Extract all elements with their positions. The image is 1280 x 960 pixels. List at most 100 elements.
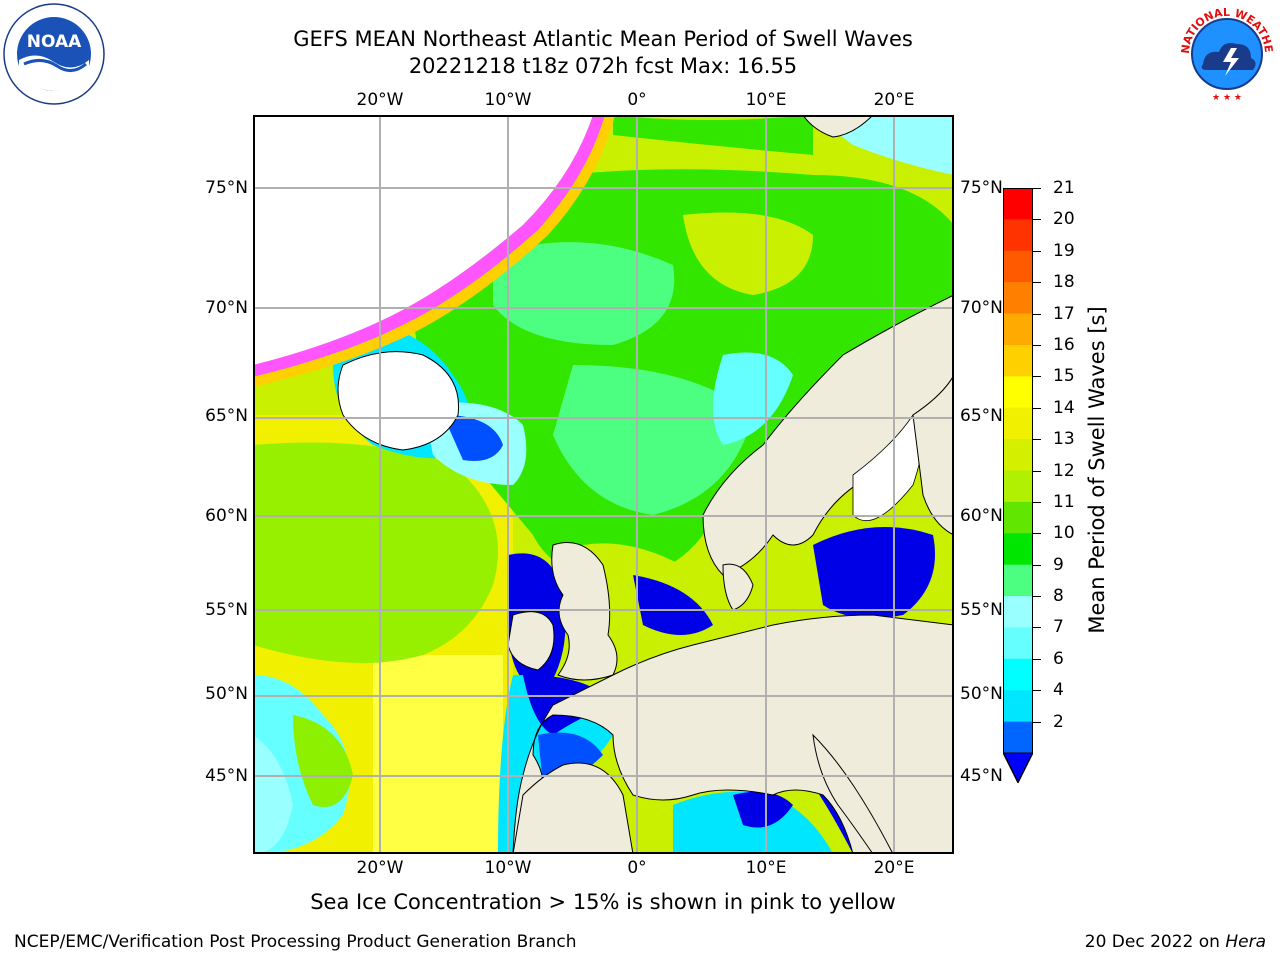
colorbar-tick-label: 19 — [1053, 240, 1075, 261]
lat-label-right: 60°N — [960, 506, 1003, 526]
colorbar-tick-label: 16 — [1053, 334, 1075, 355]
colorbar-segment — [1003, 439, 1033, 471]
colorbar — [1003, 188, 1033, 783]
lat-label-right: 45°N — [960, 766, 1003, 786]
colorbar-segment — [1003, 658, 1033, 691]
lon-label-bottom: 10°E — [745, 858, 787, 878]
ocean-bright-yellow — [373, 655, 503, 854]
colorbar-frame — [1003, 188, 1033, 783]
colorbar-segment — [1003, 313, 1033, 346]
lat-label-left: 65°N — [205, 406, 248, 426]
colorbar-segment — [1003, 344, 1033, 377]
colorbar-tick-mark — [1033, 533, 1041, 535]
footer-date-text: 20 Dec 2022 on — [1084, 932, 1226, 952]
lon-label-bottom: 20°W — [356, 858, 404, 878]
lat-label-right: 70°N — [960, 298, 1003, 318]
colorbar-tick-label: 7 — [1053, 617, 1064, 638]
colorbar-tick-mark — [1033, 596, 1041, 598]
colorbar-tick-mark — [1033, 439, 1041, 441]
ocean-green-sw — [293, 715, 353, 807]
lat-label-right: 50°N — [960, 684, 1003, 704]
lon-label-top: 10°E — [745, 90, 787, 110]
colorbar-tick-mark — [1033, 690, 1041, 692]
colorbar-tick-mark — [1033, 219, 1041, 221]
ocean-blue-iceland — [443, 415, 503, 461]
footer-credit: NCEP/EMC/Verification Post Processing Pr… — [14, 932, 577, 952]
lon-label-top: 10°W — [484, 90, 532, 110]
colorbar-segment — [1003, 627, 1033, 660]
colorbar-tick-label: 9 — [1053, 554, 1064, 575]
lon-label-top: 0° — [627, 90, 647, 110]
lat-label-left: 70°N — [205, 298, 248, 318]
ocean-lightgreen-central — [253, 442, 498, 663]
colorbar-segment — [1003, 721, 1033, 754]
colorbar-segment — [1003, 690, 1033, 723]
colorbar-segment — [1003, 407, 1033, 440]
sea-ice-note: Sea Ice Concentration > 15% is shown in … — [310, 890, 896, 914]
lat-label-right: 55°N — [960, 600, 1003, 620]
colorbar-tick-label: 10 — [1053, 523, 1075, 544]
colorbar-label: Mean Period of Swell Waves [s] — [1085, 306, 1109, 634]
colorbar-segment — [1003, 564, 1033, 597]
colorbar-segment — [1003, 282, 1033, 315]
colorbar-segment — [1003, 188, 1033, 220]
ocean-yellowgreen-barents — [683, 212, 813, 295]
colorbar-tick-mark — [1033, 470, 1041, 472]
colorbar-tick-mark — [1033, 627, 1041, 629]
colorbar-tick-mark — [1033, 564, 1041, 566]
lat-label-right: 65°N — [960, 406, 1003, 426]
lon-label-bottom: 0° — [627, 858, 647, 878]
nws-logo: NATIONAL WEATHER SERVICE ★ ★ ★ — [1175, 2, 1277, 104]
colorbar-tick-label: 15 — [1053, 366, 1075, 387]
graticule — [253, 115, 954, 854]
colorbar-segment — [1003, 250, 1033, 283]
colorbar-tick-label: 14 — [1053, 397, 1075, 418]
lon-label-bottom: 10°W — [484, 858, 532, 878]
colorbar-extend-arrow — [1003, 752, 1033, 783]
colorbar-tick-label: 13 — [1053, 429, 1075, 450]
colorbar-tick-label: 8 — [1053, 586, 1064, 607]
colorbar-tick-label: 12 — [1053, 460, 1075, 481]
lon-label-top: 20°W — [356, 90, 404, 110]
footer-machine: Hera — [1225, 932, 1266, 952]
ocean-cyan-norway — [713, 352, 793, 445]
lat-label-left: 75°N — [205, 178, 248, 198]
colorbar-tick-mark — [1033, 282, 1041, 284]
map-frame — [253, 115, 954, 854]
colorbar-segment — [1003, 533, 1033, 566]
footer-date: 20 Dec 2022 on Hera — [1085, 932, 1266, 952]
noaa-logo: NOAA — [3, 3, 105, 105]
colorbar-tick-label: 21 — [1053, 178, 1075, 198]
chart-subtitle: 20221218 t18z 072h fcst Max: 16.55 — [408, 54, 798, 78]
colorbar-tick-mark — [1033, 188, 1041, 189]
colorbar-tick-mark — [1033, 250, 1041, 252]
ocean-teal-2 — [553, 365, 753, 515]
colorbar-tick-label: 2 — [1053, 711, 1064, 732]
lat-label-left: 45°N — [205, 766, 248, 786]
colorbar-tick-label: 11 — [1053, 491, 1075, 512]
colorbar-tick-label: 20 — [1053, 209, 1075, 230]
land-iberia — [512, 762, 634, 854]
lon-label-bottom: 20°E — [873, 858, 915, 878]
land-great-britain — [551, 542, 618, 681]
lat-label-left: 60°N — [205, 506, 248, 526]
ocean-blue-baltic — [813, 527, 935, 619]
ocean-teal-1 — [493, 242, 675, 345]
colorbar-tick-mark — [1033, 313, 1041, 315]
lat-label-left: 50°N — [205, 684, 248, 704]
colorbar-tick-mark — [1033, 407, 1041, 409]
colorbar-segment — [1003, 596, 1033, 628]
colorbar-tick-label: 17 — [1053, 303, 1075, 324]
land-ireland — [507, 611, 555, 671]
colorbar-tick-mark — [1033, 344, 1041, 346]
colorbar-segment — [1003, 470, 1033, 503]
svg-text:★ ★ ★: ★ ★ ★ — [1212, 93, 1242, 103]
ocean-lightcyan-sw — [253, 735, 293, 854]
colorbar-segment — [1003, 501, 1033, 534]
lon-label-top: 20°E — [873, 90, 915, 110]
colorbar-tick-label: 18 — [1053, 272, 1075, 293]
colorbar-tick-mark — [1033, 721, 1041, 723]
lat-label-right: 75°N — [960, 178, 1003, 198]
colorbar-tick-mark — [1033, 376, 1041, 378]
colorbar-tick-mark — [1033, 658, 1041, 660]
